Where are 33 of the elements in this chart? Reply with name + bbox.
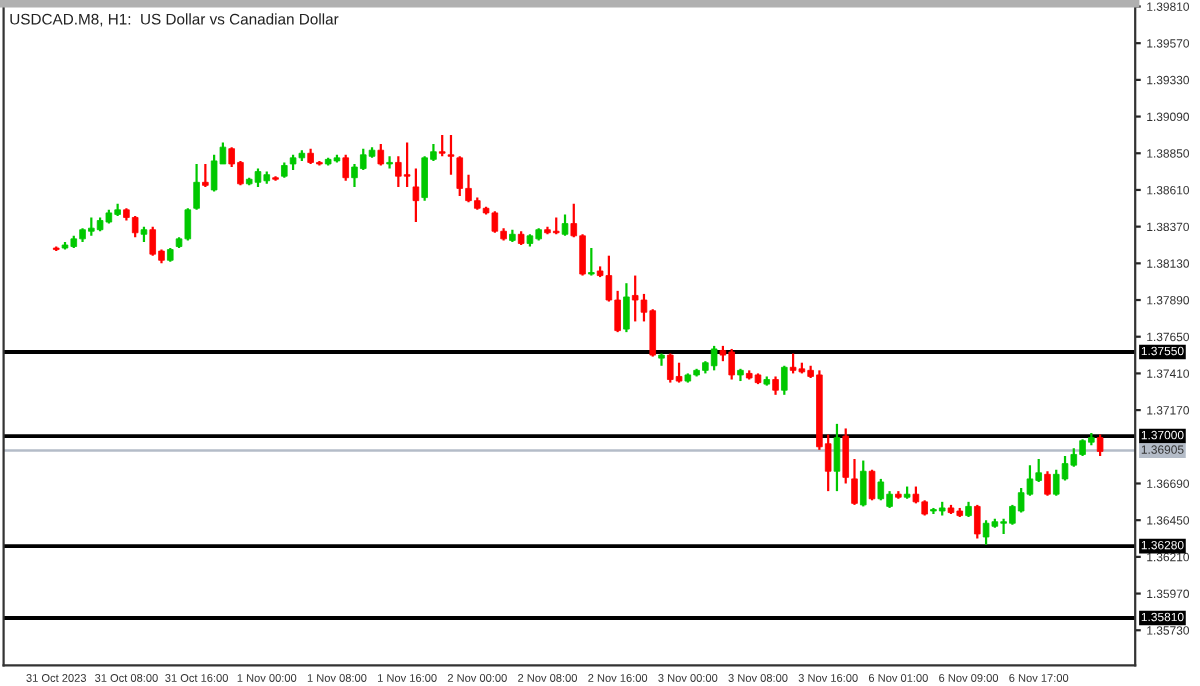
candlestick [675,361,683,384]
candlestick [184,207,192,242]
candlestick [588,246,595,277]
candlestick [254,167,262,188]
candlestick [412,167,420,224]
candlestick [842,427,849,485]
candlestick [1044,470,1051,497]
candlestick [974,503,981,540]
candlestick [623,282,630,334]
candlestick [210,153,218,193]
candlestick [1096,433,1104,458]
candlestick [561,213,569,237]
candlestick [710,344,718,372]
candlestick [193,162,200,211]
candlestick [772,375,779,396]
candlestick [491,210,499,234]
candlestick [789,352,797,375]
candlestick [386,155,393,170]
candlestick [781,364,788,396]
candlestick [877,477,885,502]
candlestick [202,162,209,188]
candlestick [342,153,349,182]
candlestick [631,274,639,323]
candlestick [982,519,990,546]
candlestick [438,133,446,158]
candlestick [868,468,876,502]
candlestick [131,214,139,239]
candlestick [456,155,464,198]
candlestick [833,422,841,493]
candlestick [447,133,455,176]
candlestick [859,459,867,508]
candlestick [851,457,858,506]
candlestick [403,141,411,188]
